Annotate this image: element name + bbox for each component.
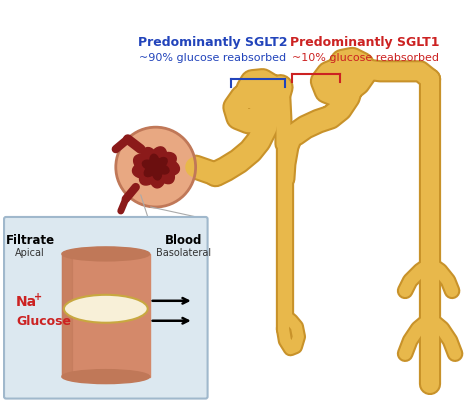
Ellipse shape (150, 164, 166, 189)
Ellipse shape (150, 155, 159, 169)
Text: Basolateral: Basolateral (156, 247, 211, 257)
Text: ~10% glucose reabsorbed: ~10% glucose reabsorbed (292, 53, 439, 63)
Ellipse shape (152, 166, 162, 180)
Ellipse shape (144, 166, 156, 177)
Ellipse shape (64, 295, 148, 323)
Ellipse shape (155, 165, 169, 175)
Ellipse shape (62, 370, 150, 384)
Bar (62, 254, 72, 377)
Ellipse shape (133, 163, 156, 179)
Ellipse shape (141, 148, 158, 172)
Ellipse shape (139, 165, 160, 186)
Text: Predominantly SGLT1: Predominantly SGLT1 (291, 36, 440, 49)
Text: Blood: Blood (165, 234, 202, 246)
Text: Glucose: Glucose (16, 315, 71, 328)
Text: Predominantly SGLT2: Predominantly SGLT2 (138, 36, 287, 49)
Text: ~90% glucose reabsorbed: ~90% glucose reabsorbed (139, 53, 286, 63)
Ellipse shape (134, 155, 155, 174)
FancyBboxPatch shape (4, 218, 208, 399)
Ellipse shape (155, 158, 167, 169)
Bar (62, 254, 150, 377)
Ellipse shape (154, 153, 176, 171)
Text: Apical: Apical (15, 247, 45, 257)
Text: +: + (34, 291, 42, 301)
Ellipse shape (155, 163, 174, 184)
Ellipse shape (142, 161, 156, 171)
Text: Na: Na (16, 294, 37, 308)
Circle shape (116, 128, 196, 207)
Text: Filtrate: Filtrate (5, 234, 55, 246)
Ellipse shape (62, 247, 150, 261)
Ellipse shape (156, 160, 180, 176)
Ellipse shape (149, 148, 167, 170)
